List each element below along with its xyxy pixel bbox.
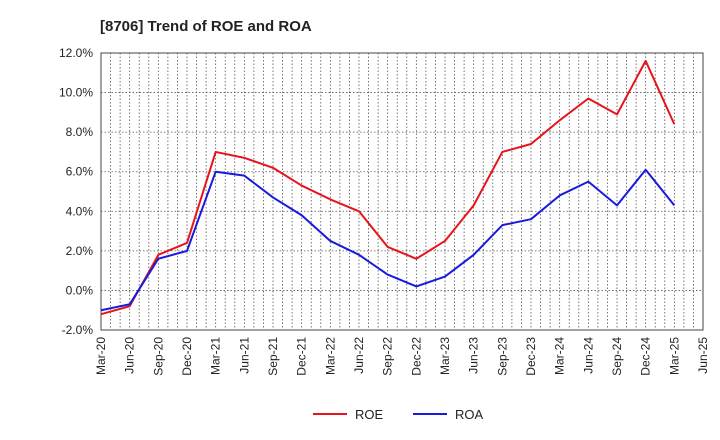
x-tick-label: Mar-23: [438, 337, 452, 375]
x-tick-label: Mar-25: [667, 337, 681, 375]
x-tick-label: Jun-25: [696, 337, 710, 374]
x-tick-label: Jun-24: [581, 337, 595, 374]
x-tick-label: Dec-22: [409, 337, 423, 376]
x-tick-label: Dec-20: [180, 337, 194, 376]
series-line-roe: [100, 59, 676, 316]
x-tick-label: Sep-21: [266, 337, 280, 376]
x-tick-label: Mar-24: [553, 337, 567, 375]
x-tick-label: Mar-20: [94, 337, 108, 375]
plot-background: [101, 53, 703, 330]
y-tick-label: 12.0%: [59, 46, 93, 60]
y-tick-label: 6.0%: [66, 165, 94, 179]
x-tick-label: Dec-23: [524, 337, 538, 376]
x-tick-label: Mar-21: [209, 337, 223, 375]
y-tick-label: -2.0%: [62, 323, 94, 337]
x-tick-label: Jun-23: [467, 337, 481, 374]
y-tick-label: 10.0%: [59, 86, 93, 100]
plot-border: [100, 52, 704, 331]
x-tick-label: Dec-24: [639, 337, 653, 376]
chart-title: [8706] Trend of ROE and ROA: [100, 18, 312, 35]
y-tick-label: 0.0%: [66, 283, 94, 297]
x-tick-label: Sep-20: [151, 337, 165, 376]
x-tick-label: Sep-23: [495, 337, 509, 376]
legend-label-roa: ROA: [455, 407, 484, 422]
y-tick-label: 4.0%: [66, 204, 94, 218]
y-tick-label: 2.0%: [66, 244, 94, 258]
legend: ROE ROA: [313, 407, 484, 422]
x-tick-label: Jun-21: [237, 337, 251, 374]
legend-label-roe: ROE: [355, 407, 384, 422]
series-line-roa: [100, 168, 676, 312]
x-tick-label: Sep-22: [381, 337, 395, 376]
x-tick-label: Jun-22: [352, 337, 366, 374]
x-tick-label: Sep-24: [610, 337, 624, 376]
y-tick-label: 8.0%: [66, 125, 94, 139]
x-tick-label: Mar-22: [323, 337, 337, 375]
x-tick-label: Jun-20: [123, 337, 137, 374]
plot-area: -2.0% 0.0% 2.0% 4.0% 6.0% 8.0% 10.0% 12.0% Mar-2…: [59, 46, 710, 376]
x-tick-label: Dec-21: [295, 337, 309, 376]
